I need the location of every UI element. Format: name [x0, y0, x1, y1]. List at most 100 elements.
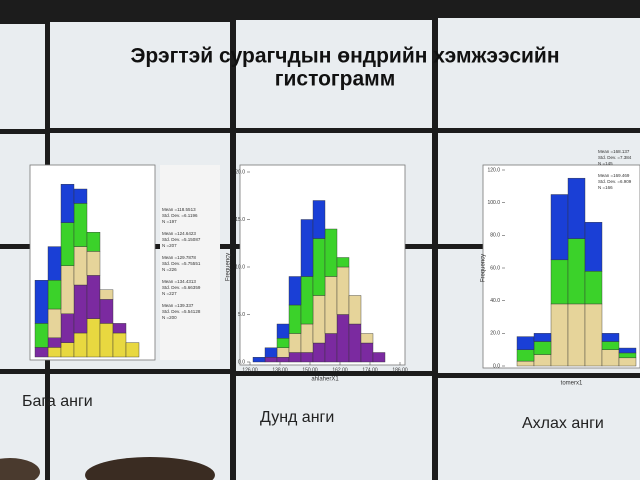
histogram-bar-segment — [288, 333, 302, 353]
stats-text: Std. Dev. =5.66359 — [162, 285, 201, 290]
panel — [236, 20, 432, 128]
stats-text: Mean =124.6423 — [162, 231, 196, 236]
histogram-bar-segment — [550, 194, 569, 261]
histogram-bar-segment — [533, 341, 552, 355]
caption: Бага анги — [22, 393, 93, 410]
stats-text: N =226 — [162, 267, 177, 272]
y-tick-label: 20.0 — [235, 169, 245, 175]
histogram-bar-segment — [60, 313, 75, 343]
histogram-bar-segment — [336, 314, 350, 363]
histogram-bar-segment — [86, 318, 101, 358]
x-tick-label: 174.00 — [362, 367, 378, 373]
histogram-bar-segment — [550, 259, 569, 305]
title-line: Эрэгтэй сурагчдын өндрийн хэмжээсийн — [130, 45, 559, 68]
histogram-bar-segment — [252, 357, 266, 363]
y-tick-label: 0.0 — [493, 363, 500, 369]
y-tick-label: 5.0 — [238, 312, 245, 318]
histogram-bar-segment — [584, 303, 603, 367]
histogram-bar-segment — [601, 333, 620, 342]
x-axis-label: ahlaherX1 — [311, 377, 339, 383]
histogram-bar-segment — [372, 352, 386, 363]
histogram-bar-segment — [60, 342, 75, 358]
histogram-bar-segment — [276, 357, 290, 363]
histogram-bar-segment — [312, 238, 326, 296]
y-tick-label: 40.0 — [490, 298, 500, 304]
histogram-bar-segment — [47, 347, 62, 358]
x-tick-label: 162.00 — [332, 367, 348, 373]
stats-text: N =207 — [162, 243, 177, 248]
stats-text: Std. Dev. =5.75551 — [162, 261, 201, 266]
histogram-bar-segment — [99, 289, 114, 300]
histogram-bar-segment — [360, 342, 374, 363]
audience-head — [85, 457, 215, 480]
histogram-bar-segment — [584, 271, 603, 305]
y-tick-label: 120.0 — [487, 167, 500, 173]
x-tick-label: 150.00 — [302, 367, 318, 373]
histogram-bar-segment — [47, 308, 62, 338]
histogram-bar-segment — [324, 333, 338, 363]
histogram-bar-segment — [312, 200, 326, 239]
stats-text: N =227 — [162, 291, 177, 296]
histogram-bar-segment — [99, 299, 114, 324]
caption: Ахлах анги — [522, 415, 604, 432]
histogram-bar-segment — [567, 177, 586, 239]
histogram-bar-segment — [86, 251, 101, 276]
y-axis-label: Frequency — [226, 253, 232, 281]
histogram-bar-segment — [567, 238, 586, 305]
stats-text: Std. Dev. =6.909 — [598, 179, 632, 184]
histogram-bar-segment — [112, 323, 127, 334]
x-tick-label: 126.00 — [242, 367, 258, 373]
panel — [0, 24, 45, 129]
stats-text: Mean =118.5513 — [162, 207, 196, 212]
histogram-bar-segment — [516, 349, 535, 362]
histogram-bar-segment — [288, 276, 302, 306]
x-tick-label: 186.00 — [392, 367, 408, 373]
stats-text: Mean =168.137 — [598, 149, 630, 154]
histogram-bar-segment — [60, 265, 75, 314]
histogram-bar-segment — [60, 183, 75, 223]
histogram-bar-segment — [601, 349, 620, 367]
panel — [50, 22, 230, 128]
panel — [438, 378, 640, 480]
panel — [438, 18, 640, 128]
panel — [236, 376, 432, 480]
stats-panel — [160, 165, 220, 360]
histogram-bar-segment — [264, 357, 278, 363]
y-tick-label: 10.0 — [235, 264, 245, 270]
x-axis-label: tomerx1 — [561, 381, 583, 387]
x-tick-label: 138.00 — [272, 367, 288, 373]
y-tick-label: 20.0 — [490, 331, 500, 337]
stats-text: Std. Dev. =7.384 — [598, 155, 632, 160]
histogram-bar-segment — [516, 336, 535, 350]
histogram-bar-segment — [300, 323, 314, 353]
histogram-bar-segment — [276, 347, 290, 358]
y-axis-label: Frequency — [481, 254, 487, 282]
histogram-bar-segment — [47, 337, 62, 348]
histogram-bar-segment — [567, 303, 586, 367]
histogram-bar-segment — [618, 352, 637, 359]
histogram-bar-segment — [288, 304, 302, 334]
histogram-bar-segment — [264, 347, 278, 358]
histogram-bar-segment — [336, 257, 350, 268]
histogram-bar-segment — [73, 246, 88, 286]
histogram-bar-segment — [73, 188, 88, 204]
caption: Дунд анги — [260, 409, 334, 426]
histogram-bar-segment — [47, 246, 62, 281]
histogram-bar-segment — [60, 222, 75, 267]
stats-text: Std. Dev. =6.1196 — [162, 213, 198, 218]
y-tick-label: 0.0 — [238, 359, 245, 365]
histogram-bar-segment — [324, 228, 338, 277]
histogram-bar-segment — [516, 360, 535, 367]
histogram-bar-segment — [360, 333, 374, 344]
histogram-bar-segment — [86, 231, 101, 252]
histogram-bar-segment — [47, 280, 62, 310]
histogram-bar-segment — [300, 276, 314, 325]
histogram-bar-segment — [300, 219, 314, 277]
histogram-bar-segment — [73, 332, 88, 358]
title-line: гистограмм — [275, 68, 396, 91]
histogram-bar-segment — [34, 347, 49, 358]
stats-text: N =200 — [162, 315, 177, 320]
histogram-bar-segment — [533, 354, 552, 367]
